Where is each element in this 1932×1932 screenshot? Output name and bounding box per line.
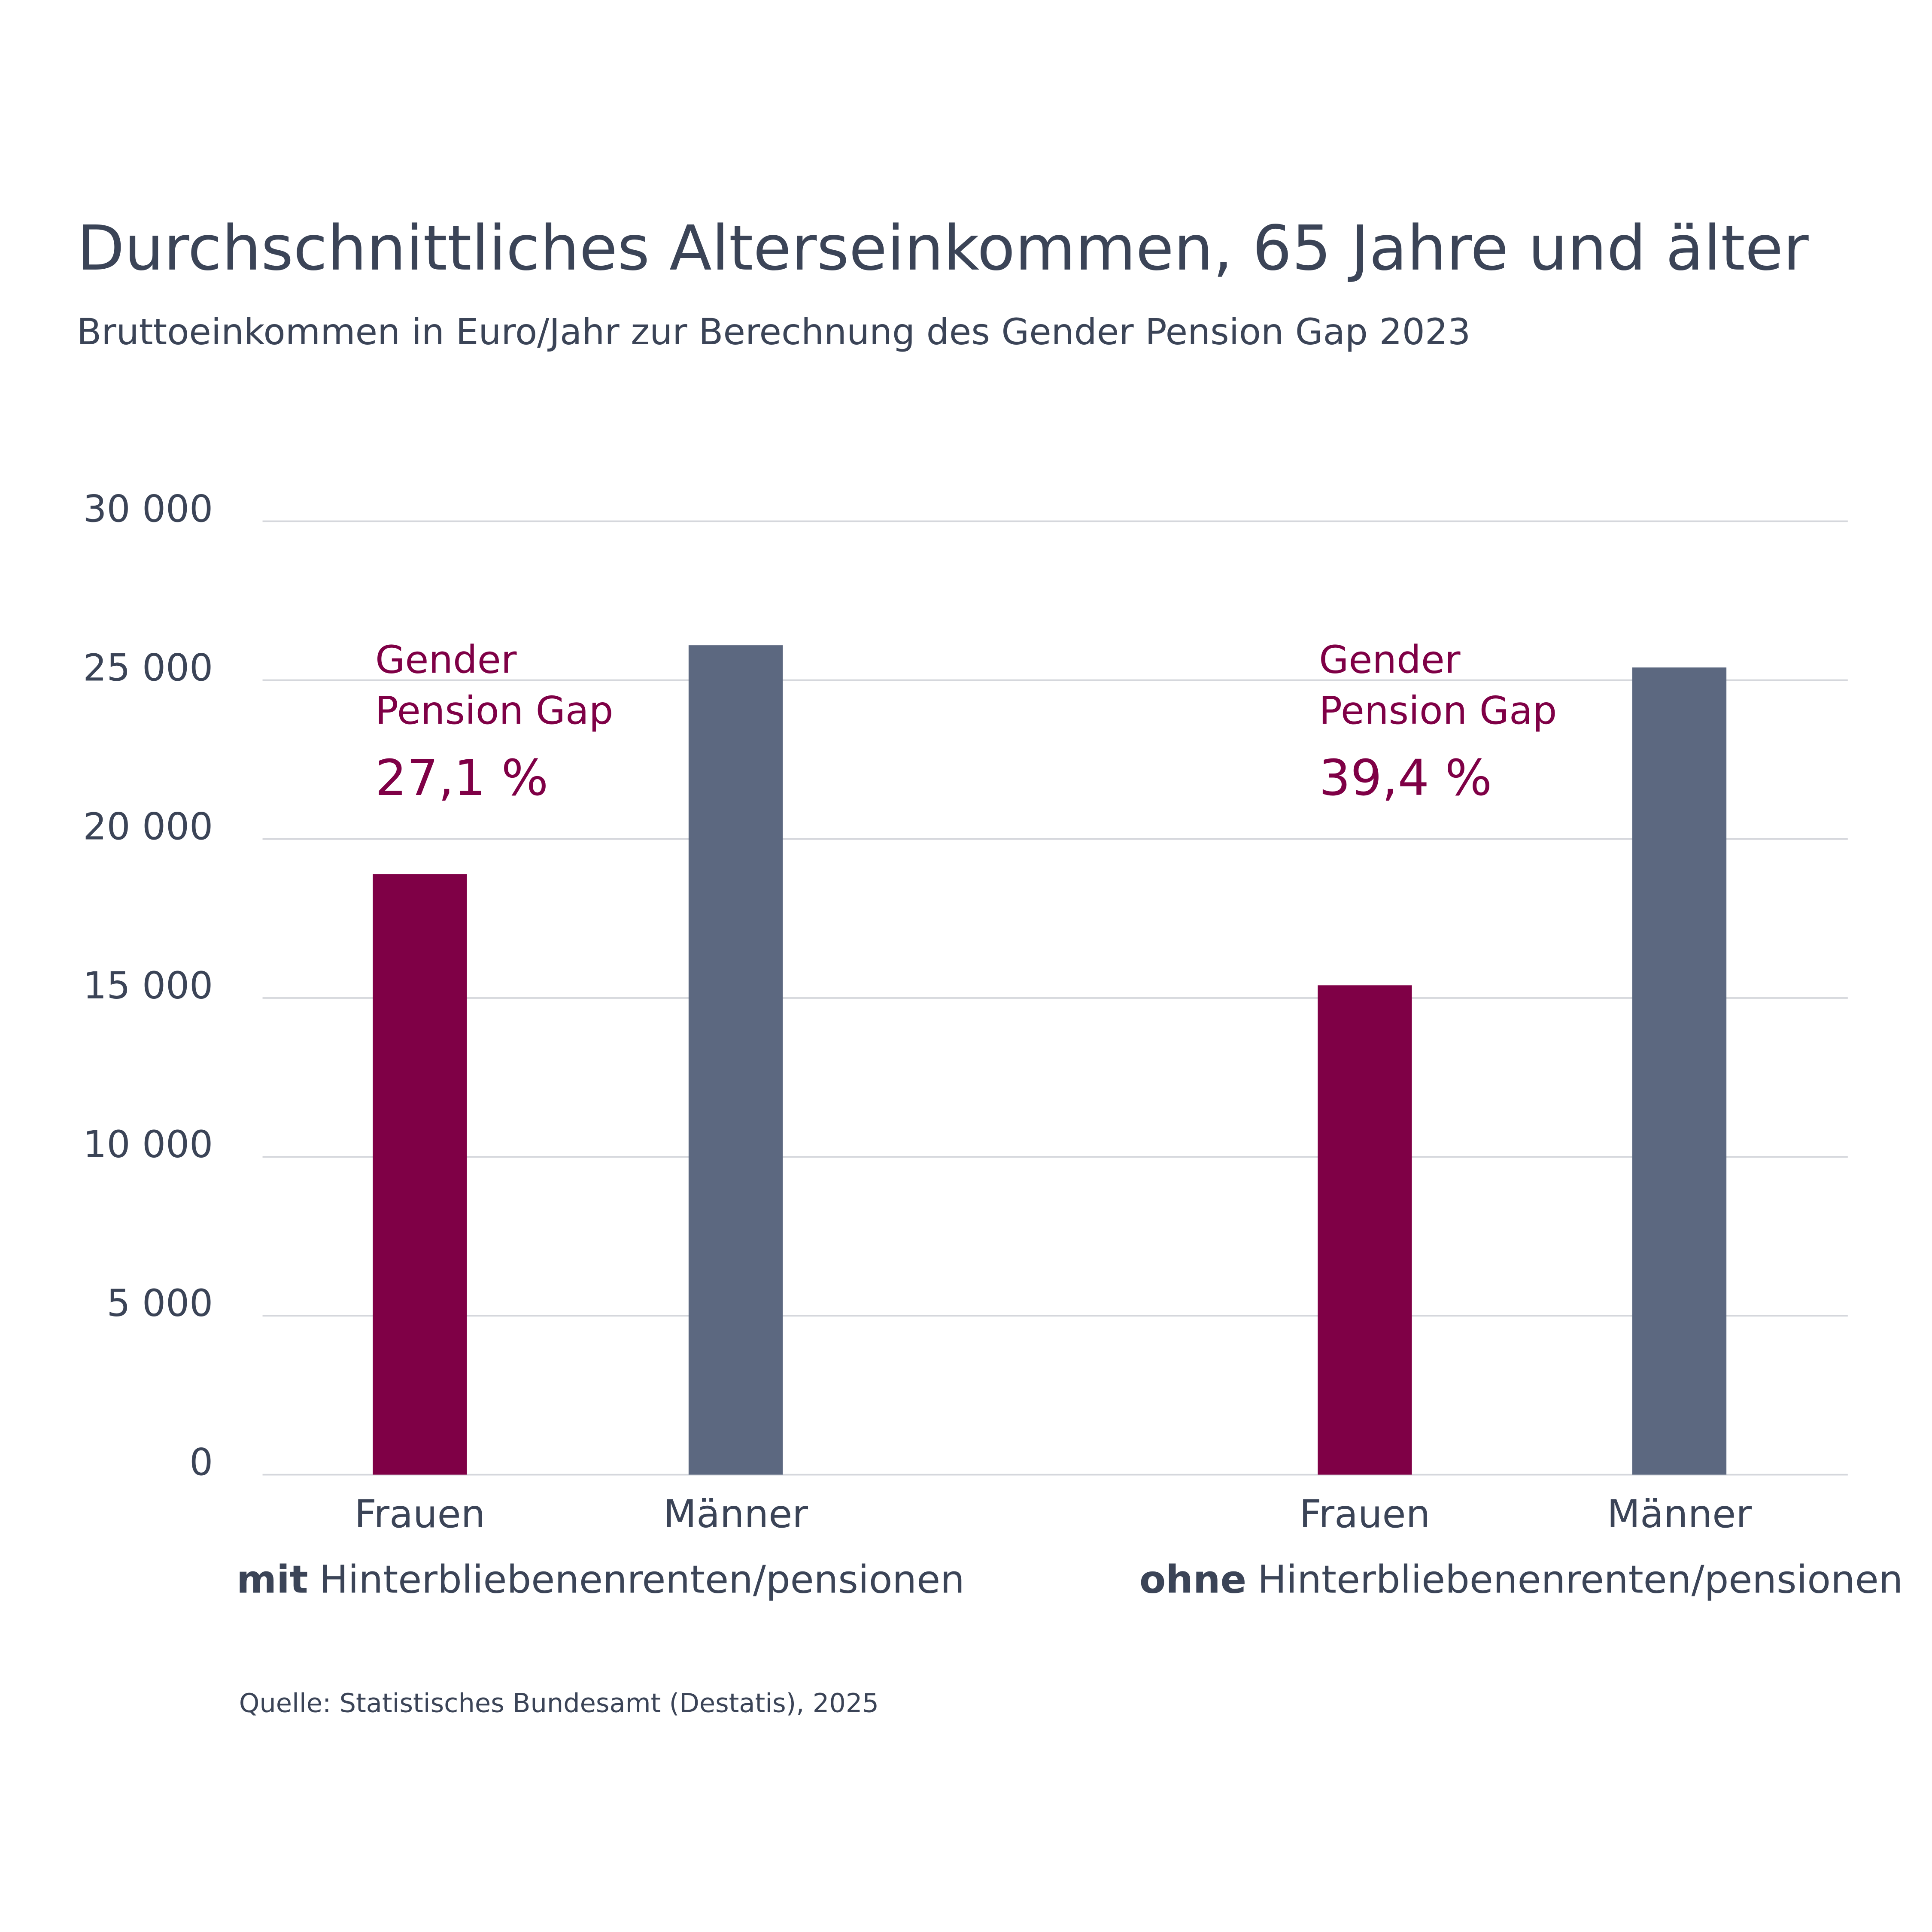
group-label: mit Hinterbliebenenrenten/pensionen bbox=[237, 1558, 965, 1602]
bar bbox=[688, 645, 783, 1475]
y-tick-label: 0 bbox=[189, 1441, 213, 1484]
y-tick-label: 5 000 bbox=[106, 1282, 213, 1325]
bar bbox=[1632, 667, 1727, 1475]
annotation-value: 39,4 % bbox=[1319, 749, 1492, 807]
x-tick-label: Frauen bbox=[1299, 1492, 1430, 1537]
x-tick-label: Männer bbox=[1607, 1492, 1752, 1537]
x-tick-label: Männer bbox=[663, 1492, 808, 1537]
group-label-text: Hinterbliebenenrenten/pensionen bbox=[319, 1558, 964, 1602]
y-tick-label: 20 000 bbox=[83, 806, 213, 849]
group-label-bold: mit bbox=[237, 1558, 308, 1602]
y-tick-label: 10 000 bbox=[83, 1123, 213, 1166]
bar bbox=[373, 874, 467, 1475]
y-tick-label: 25 000 bbox=[83, 646, 213, 689]
chart-title: Durchschnittliches Alterseinkommen, 65 J… bbox=[77, 212, 1809, 285]
annotation-text: Pension Gap bbox=[1319, 688, 1557, 733]
source: Quelle: Statistisches Bundesamt (Destati… bbox=[239, 1689, 879, 1719]
annotation-text: Gender bbox=[1319, 638, 1461, 682]
x-tick-label: Frauen bbox=[354, 1492, 485, 1537]
chart-subtitle: Bruttoeinkommen in Euro/Jahr zur Berechn… bbox=[77, 311, 1470, 353]
annotation-text: Gender bbox=[375, 638, 517, 682]
y-tick-label: 15 000 bbox=[83, 964, 213, 1007]
bar bbox=[1318, 985, 1412, 1475]
annotation-value: 27,1 % bbox=[375, 749, 548, 807]
group-label: ohne Hinterbliebenenrenten/pensionen bbox=[1139, 1558, 1903, 1602]
group-label-bold: ohne bbox=[1139, 1558, 1246, 1602]
y-tick-label: 30 000 bbox=[83, 488, 213, 531]
annotation-text: Pension Gap bbox=[375, 688, 613, 733]
group-label-text: Hinterbliebenenrenten/pensionen bbox=[1258, 1558, 1903, 1602]
